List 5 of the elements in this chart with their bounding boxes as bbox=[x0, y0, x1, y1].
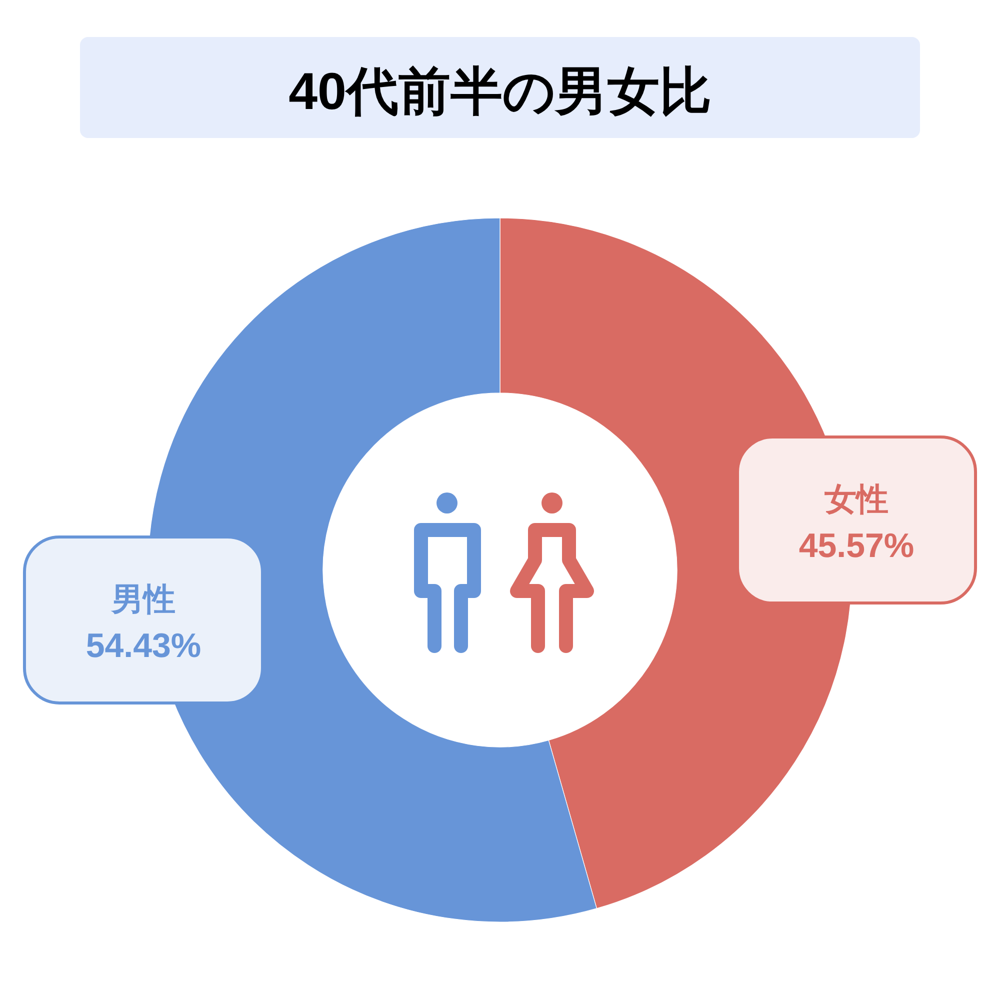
slice-label: 男性 bbox=[110, 580, 176, 617]
slice-label: 女性 bbox=[824, 481, 889, 518]
chart-title: 40代前半の男女比 bbox=[288, 63, 712, 121]
data-label: 45.57% bbox=[798, 527, 914, 566]
data-label: 54.43% bbox=[86, 626, 202, 665]
